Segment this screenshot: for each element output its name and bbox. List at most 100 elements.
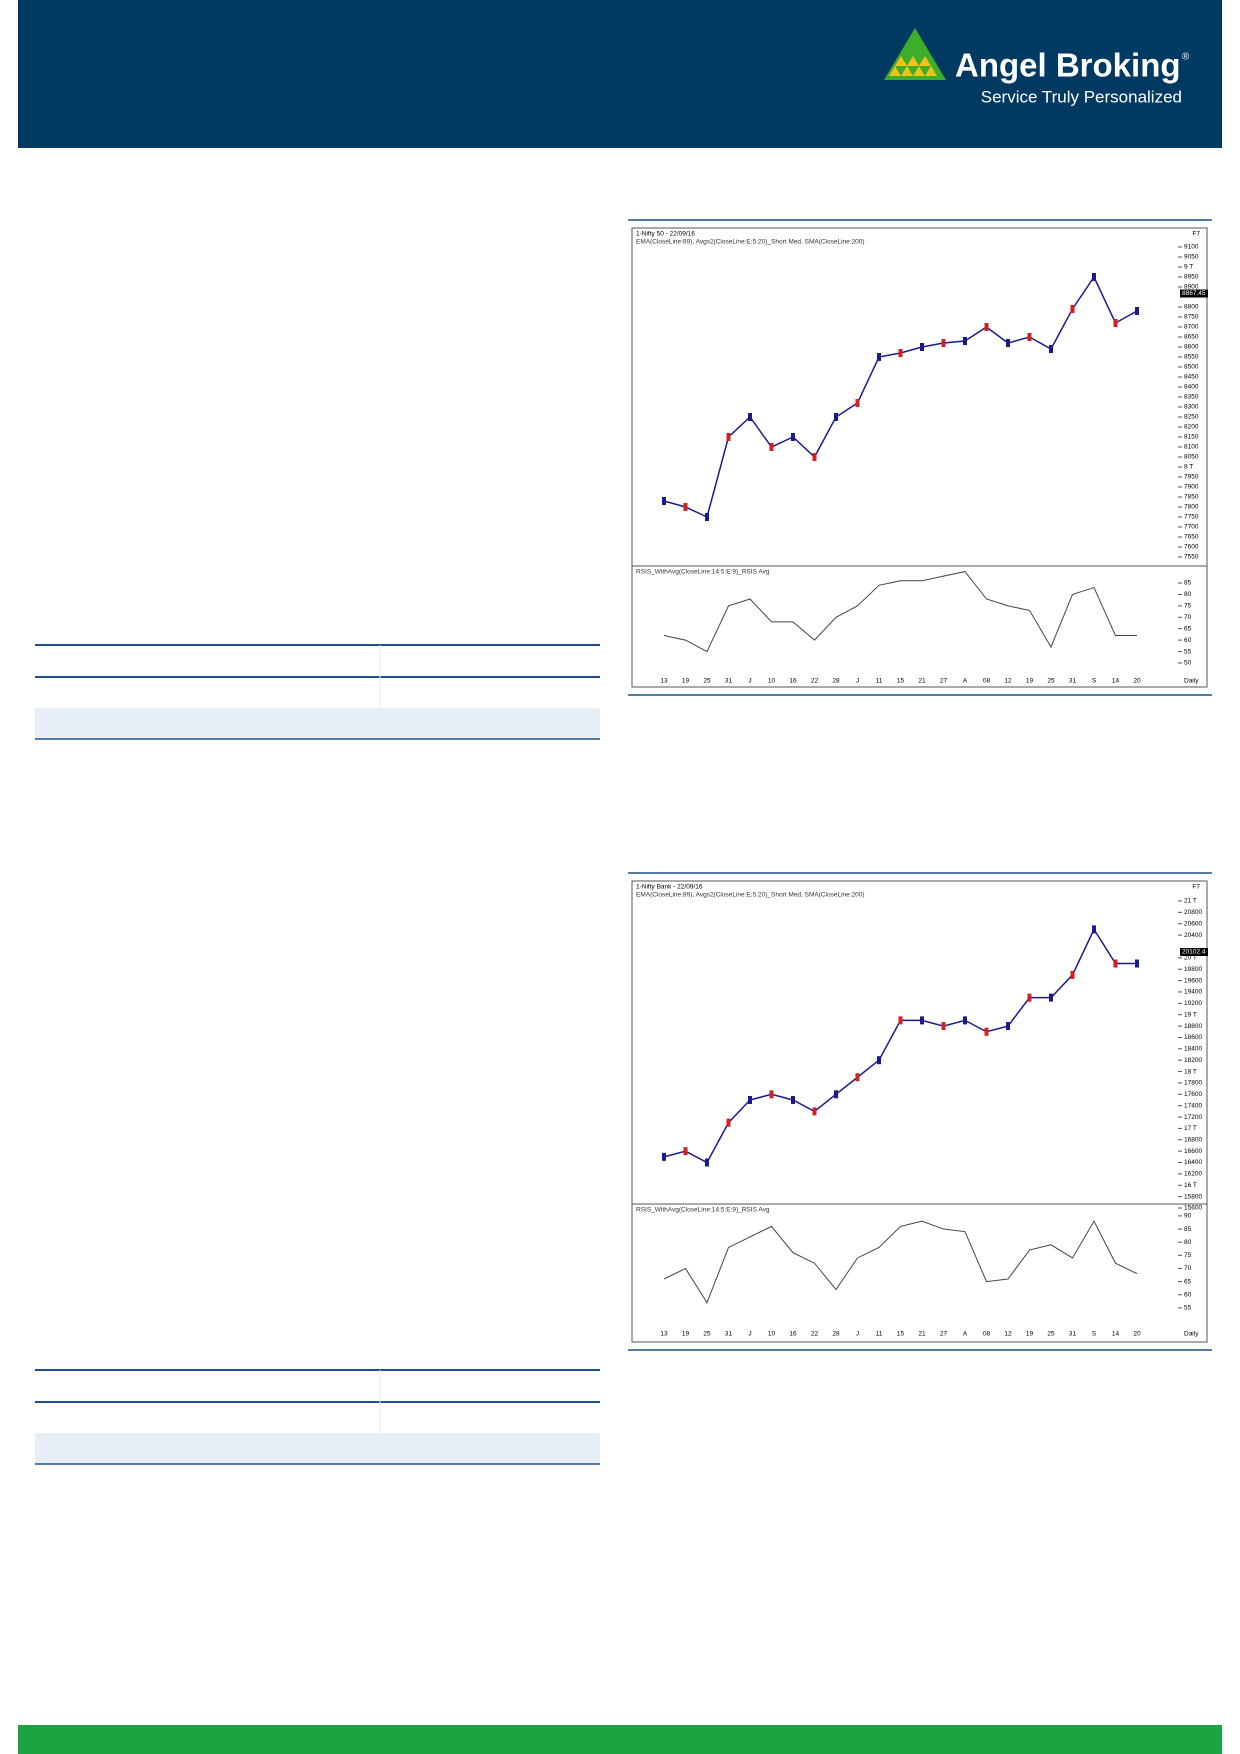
y-tick-label: 8300 [1184, 404, 1199, 411]
y-tick-label: 8600 [1184, 344, 1199, 351]
price-point [748, 1095, 752, 1104]
x-tick-label: 13 [660, 1331, 668, 1338]
price-point [726, 1118, 731, 1127]
y-tick-label: 19400 [1184, 989, 1202, 996]
y-tick-label: 18600 [1184, 1034, 1202, 1041]
price-point [683, 503, 688, 511]
price-point [984, 323, 989, 331]
table-placeholder [35, 644, 600, 740]
x-tick-label: 22 [811, 678, 819, 685]
y-tick-label: 16200 [1184, 1171, 1202, 1178]
chart-corner: F7 [1192, 884, 1200, 891]
y-tick-label: 17600 [1184, 1091, 1202, 1098]
x-tick-label: 25 [1047, 1331, 1055, 1338]
y-tick-label: 8400 [1184, 384, 1199, 391]
price-point [1070, 970, 1075, 979]
x-tick-label: 25 [703, 678, 711, 685]
price-point [941, 1022, 946, 1031]
x-tick-label: 25 [1047, 678, 1055, 685]
price-point [1027, 993, 1032, 1002]
price-point [963, 1016, 967, 1025]
period-label: Daily [1184, 1331, 1199, 1338]
x-tick-label: 15 [897, 678, 905, 685]
x-tick-label: 19 [682, 1331, 690, 1338]
x-tick-label: 25 [703, 1331, 711, 1338]
y-tick-label: 16400 [1184, 1159, 1202, 1166]
y-tick-label: 8650 [1184, 334, 1199, 341]
x-tick-label: 22 [811, 1331, 819, 1338]
y-tick-label: 7650 [1184, 534, 1199, 541]
y-tick-label: 19 T [1184, 1011, 1197, 1018]
x-tick-label: 31 [725, 1331, 733, 1338]
y-tick-label: 7900 [1184, 484, 1199, 491]
y-tick-label: 7950 [1184, 474, 1199, 481]
x-tick-label: 27 [940, 678, 948, 685]
x-tick-label: 08 [983, 678, 991, 685]
x-tick-label: 13 [660, 678, 668, 685]
y-tick-label: 7700 [1184, 524, 1199, 531]
x-tick-label: J [856, 678, 859, 685]
x-tick-label: J [856, 1331, 859, 1338]
price-point [1070, 305, 1075, 313]
y-tick-label: 9100 [1184, 244, 1199, 251]
y-tick-label: 8200 [1184, 424, 1199, 431]
y-tick-label: 7800 [1184, 504, 1199, 511]
y-tick-label: 55 [1184, 1305, 1192, 1312]
price-point [877, 353, 881, 361]
y-tick-label: 18200 [1184, 1057, 1202, 1064]
price-point [1027, 333, 1032, 341]
y-tick-label: 75 [1184, 603, 1192, 610]
price-point [812, 453, 817, 461]
y-tick-label: 8900 [1184, 284, 1199, 291]
price-point [855, 399, 860, 407]
price-point [920, 1016, 924, 1025]
price-point [984, 1027, 989, 1036]
tagline: Service Truly Personalized [981, 87, 1182, 106]
x-tick-label: 12 [1004, 1331, 1012, 1338]
y-tick-label: 8950 [1184, 274, 1199, 281]
price-point [834, 1090, 838, 1099]
rsi-line [663, 571, 1137, 653]
price-point [1135, 959, 1139, 968]
y-tick-label: 75 [1184, 1252, 1192, 1259]
y-tick-label: 8500 [1184, 364, 1199, 371]
y-tick-label: 90 [1184, 1213, 1192, 1220]
x-tick-label: 12 [1004, 678, 1012, 685]
y-tick-label: 8450 [1184, 374, 1199, 381]
y-tick-label: 9 T [1184, 264, 1193, 271]
x-tick-label: 31 [725, 678, 733, 685]
y-tick-label: 85 [1184, 580, 1192, 587]
x-tick-label: 10 [768, 678, 776, 685]
price-point [1135, 307, 1139, 315]
x-tick-label: 28 [832, 678, 840, 685]
y-tick-label: 8050 [1184, 454, 1199, 461]
y-tick-label: 80 [1184, 1239, 1192, 1246]
y-tick-label: 70 [1184, 1265, 1192, 1272]
x-tick-label: 14 [1112, 678, 1120, 685]
x-tick-label: 15 [897, 1331, 905, 1338]
x-tick-label: 11 [876, 678, 883, 685]
y-tick-label: 20 T [1184, 955, 1197, 962]
y-tick-label: 8 T [1184, 464, 1193, 471]
price-point [1049, 345, 1053, 353]
x-tick-label: 21 [918, 1331, 926, 1338]
chart-indicators: EMA(CloseLine:89), Avgs2(CloseLine:E:5:2… [636, 892, 865, 899]
y-tick-label: 20400 [1184, 932, 1202, 939]
registered-mark: ® [1182, 52, 1190, 63]
price-point [705, 1158, 709, 1167]
price-point [705, 513, 709, 521]
table-placeholder [35, 1369, 600, 1465]
x-tick-label: 19 [682, 678, 690, 685]
y-tick-label: 7600 [1184, 544, 1199, 551]
price-point [1113, 319, 1118, 327]
x-tick-label: A [963, 1331, 968, 1338]
x-tick-label: 10 [768, 1331, 776, 1338]
y-tick-label: 18400 [1184, 1046, 1202, 1053]
y-tick-label: 8800 [1184, 304, 1199, 311]
price-point [898, 349, 903, 357]
y-tick-label: 7750 [1184, 514, 1199, 521]
last-price-box [1180, 948, 1208, 957]
x-tick-label: 19 [1026, 1331, 1034, 1338]
y-tick-label: 60 [1184, 1291, 1192, 1298]
